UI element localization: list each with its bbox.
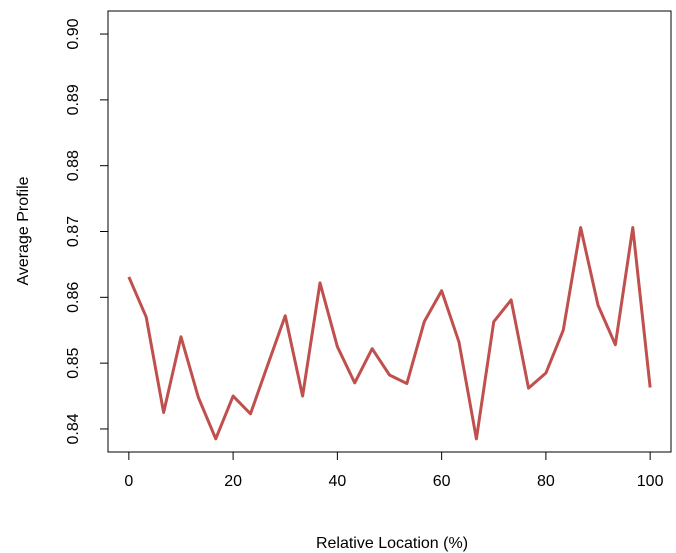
y-axis-title: Average Profile [15, 176, 32, 285]
x-tick-label: 100 [637, 473, 664, 490]
plot-frame [107, 10, 672, 453]
x-tick-label: 0 [124, 473, 133, 490]
x-tick-label: 20 [224, 473, 242, 490]
y-tick-label: 0.85 [65, 347, 82, 378]
y-tick-label: 0.86 [65, 282, 82, 313]
x-axis-title: Relative Location (%) [316, 535, 468, 552]
y-axis: 0.84 0.85 0.86 0.87 0.88 0.89 0.90 [65, 18, 108, 445]
y-tick-label: 0.90 [65, 18, 82, 49]
series-line [127, 226, 652, 441]
x-tick-label: 40 [328, 473, 346, 490]
y-tick-label: 0.84 [65, 413, 82, 444]
x-axis: 0 20 40 60 80 100 [124, 451, 664, 490]
y-tick-label: 0.87 [65, 216, 82, 247]
y-tick-label: 0.89 [65, 84, 82, 115]
x-tick-label: 60 [433, 473, 451, 490]
x-tick-label: 80 [537, 473, 555, 490]
y-tick-label: 0.88 [65, 150, 82, 181]
series-layer [127, 226, 652, 441]
